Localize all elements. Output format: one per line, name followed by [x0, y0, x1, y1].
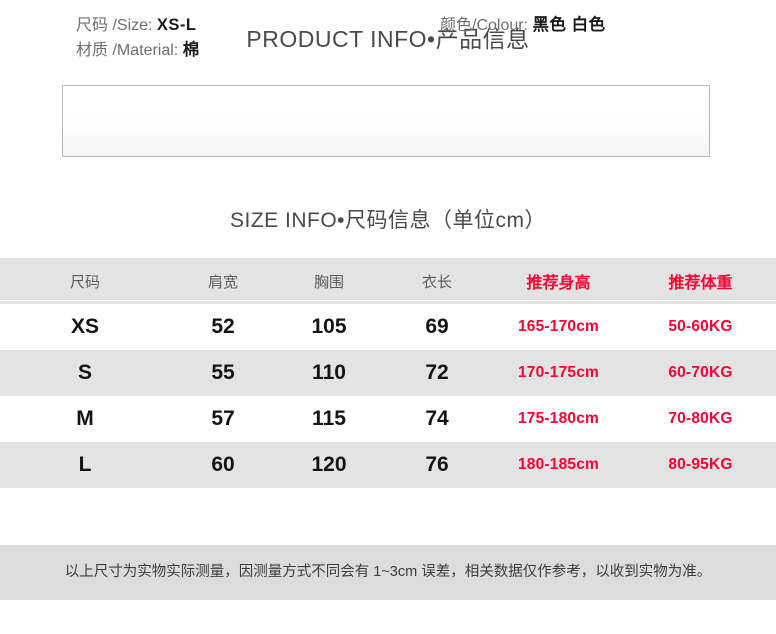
cell-bust: 110 [312, 361, 346, 384]
cell-weight: 50-60KG [668, 318, 733, 335]
table-row: L 60 120 76 180-185cm 80-95KG [0, 442, 776, 488]
product-info-row-colour: 颜色/Colour: 黑色 白色 [440, 13, 606, 38]
material-label: 材质 /Material: [76, 42, 179, 59]
cell-shoulder: 60 [211, 453, 235, 476]
column-header-shoulder: 肩宽 [207, 273, 238, 291]
colour-label: 颜色/Colour: [440, 17, 529, 34]
product-info-fields: 尺码 /Size: XS-L 颜色/Colour: 黑色 白色 材质 /Mate… [76, 13, 636, 63]
cell-shoulder: 57 [211, 407, 235, 430]
size-info-table: 尺码 肩宽 胸围 衣长 推荐身高 推荐体重 XS 52 105 69 165-1… [0, 258, 776, 488]
cell-size: M [76, 407, 94, 430]
cell-length: 72 [425, 361, 449, 384]
material-value: 棉 [182, 41, 200, 59]
cell-shoulder: 55 [211, 361, 235, 384]
footer-band [0, 545, 776, 600]
cell-weight: 70-80KG [668, 410, 733, 427]
cell-height: 165-170cm [517, 318, 600, 335]
product-info-box [62, 85, 710, 157]
cell-length: 69 [425, 315, 449, 338]
cell-weight: 80-95KG [668, 456, 733, 473]
cell-bust: 115 [312, 407, 346, 430]
cell-bust: 105 [311, 315, 347, 338]
table-row: S 55 110 72 170-175cm 60-70KG [0, 350, 776, 396]
measurement-disclaimer: 以上尺寸为实物实际测量，因测量方式不同会有 1~3cm 误差，相关数据仅作参考，… [64, 564, 712, 580]
cell-weight: 60-70KG [668, 364, 733, 381]
product-info-title: PRODUCT INFO•产品信息 [246, 26, 530, 52]
size-value: XS-L [156, 16, 197, 34]
cell-height: 180-185cm [517, 456, 600, 473]
table-row: M 57 115 74 175-180cm 70-80KG [0, 396, 776, 442]
column-header-height: 推荐身高 [526, 275, 591, 292]
cell-size: S [77, 361, 92, 384]
column-header-length: 衣长 [421, 273, 452, 291]
cell-height: 175-180cm [517, 410, 600, 427]
colour-value: 黑色 白色 [532, 16, 606, 34]
size-info-title: SIZE INFO•尺码信息（单位cm） [229, 209, 547, 232]
table-row: XS 52 105 69 165-170cm 50-60KG [0, 304, 776, 350]
cell-length: 76 [425, 453, 449, 476]
cell-bust: 120 [311, 453, 347, 476]
size-label: 尺码 /Size: [76, 17, 153, 34]
cell-length: 74 [425, 407, 449, 430]
cell-size: XS [70, 315, 99, 338]
product-info-row-material: 材质 /Material: 棉 [76, 38, 636, 63]
column-header-bust: 胸围 [313, 273, 344, 291]
cell-size: L [78, 453, 92, 476]
cell-height: 170-175cm [517, 364, 600, 381]
cell-shoulder: 52 [211, 315, 235, 338]
table-header-row: 尺码 肩宽 胸围 衣长 推荐身高 推荐体重 [0, 258, 776, 304]
header-separator [0, 300, 776, 301]
column-header-weight: 推荐体重 [668, 275, 733, 292]
product-info-row-size: 尺码 /Size: XS-L 颜色/Colour: 黑色 白色 [76, 13, 636, 38]
column-header-size: 尺码 [69, 273, 100, 291]
